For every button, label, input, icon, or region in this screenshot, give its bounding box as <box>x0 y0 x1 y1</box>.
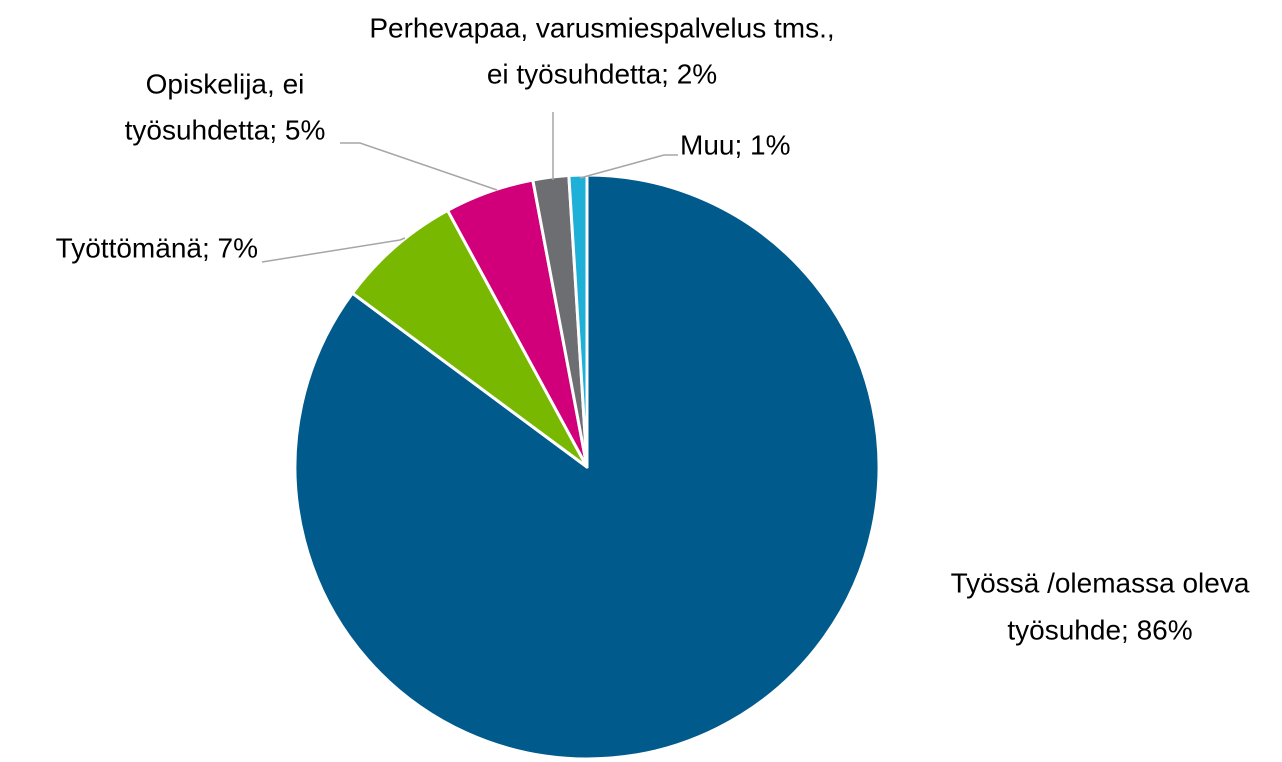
pie-slice <box>567 173 589 469</box>
data-label: Opiskelija, ei <box>146 68 305 99</box>
leader-line <box>579 154 678 179</box>
leader-line <box>340 142 498 191</box>
leader-line <box>261 237 406 263</box>
pie-slice <box>350 208 589 469</box>
data-label: työsuhde; 86% <box>1007 614 1192 645</box>
pie-slice <box>293 173 881 761</box>
data-label: Työttömänä; 7% <box>56 232 258 263</box>
data-label: työsuhdetta; 5% <box>125 114 326 145</box>
data-label: Perhevapaa, varusmiespalvelus tms., <box>369 12 834 43</box>
data-label: Työssä /olemassa oleva <box>951 567 1250 598</box>
data-label: ei työsuhdetta; 2% <box>487 58 717 89</box>
data-label: Muu; 1% <box>680 129 791 160</box>
